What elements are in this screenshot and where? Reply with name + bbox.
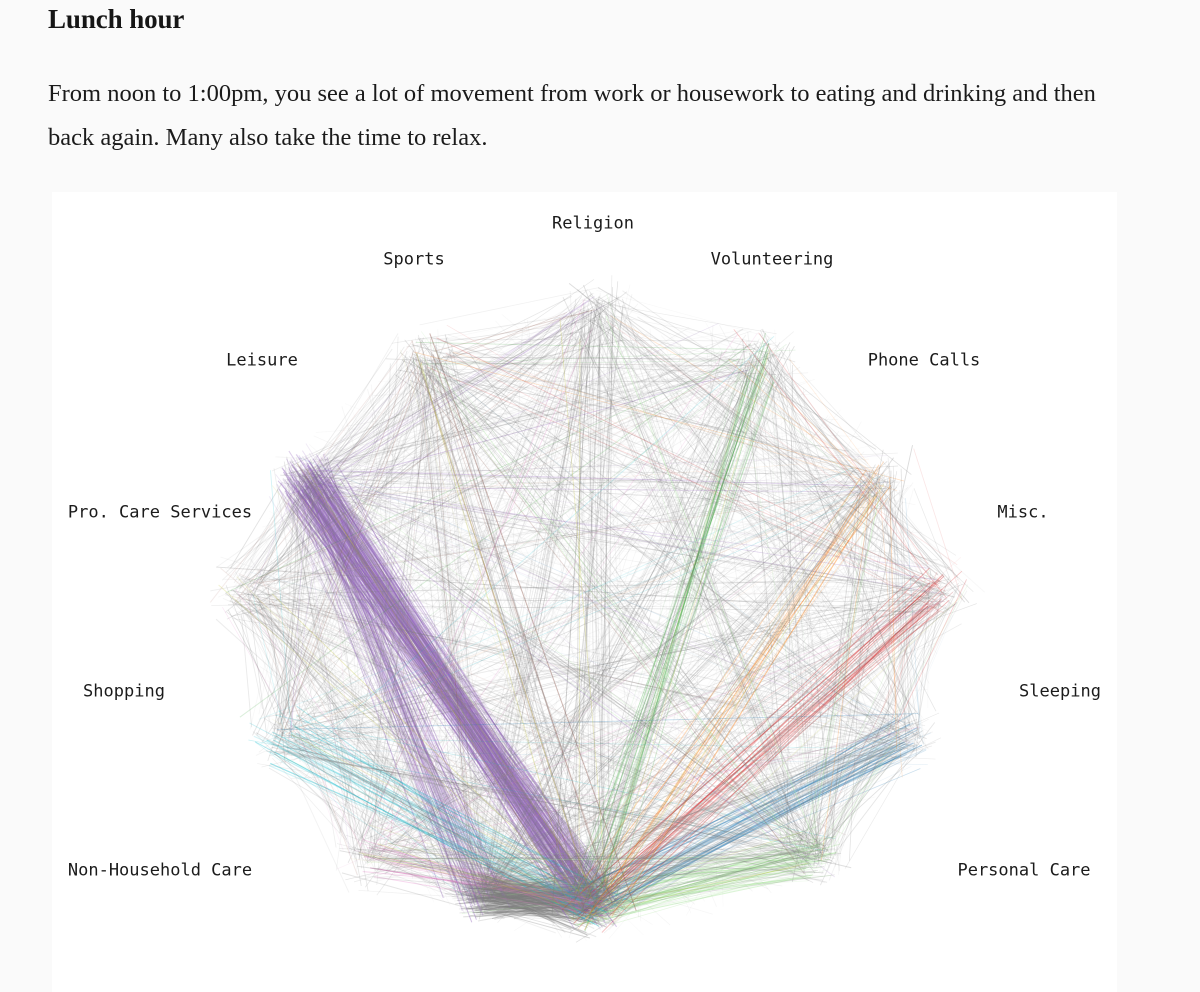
edge-layer	[209, 275, 986, 943]
node-label-misc: Misc.	[997, 502, 1049, 523]
node-label-volunteering: Volunteering	[710, 249, 834, 270]
node-label-pro-care-services: Pro. Care Services	[67, 502, 253, 523]
node-label-sleeping: Sleeping	[1019, 681, 1101, 702]
node-label-phone-calls: Phone Calls	[867, 350, 981, 371]
chart-stage: Religion Sports Volunteering Leisure Phone C…	[52, 192, 1117, 992]
node-label-religion: Religion	[552, 213, 634, 234]
network-hairball-graphic	[52, 192, 1117, 992]
node-label-sports: Sports	[383, 249, 445, 270]
node-label-personal-care: Personal Care	[957, 860, 1091, 881]
chart-figure-panel: Religion Sports Volunteering Leisure Phone C…	[52, 192, 1117, 992]
node-label-leisure: Leisure	[226, 350, 298, 371]
article-description: From noon to 1:00pm, you see a lot of mo…	[48, 80, 1096, 151]
node-label-shopping: Shopping	[83, 681, 165, 702]
page-title: Lunch hour	[48, 4, 185, 34]
node-label-non-household-care: Non-Household Care	[67, 860, 253, 881]
